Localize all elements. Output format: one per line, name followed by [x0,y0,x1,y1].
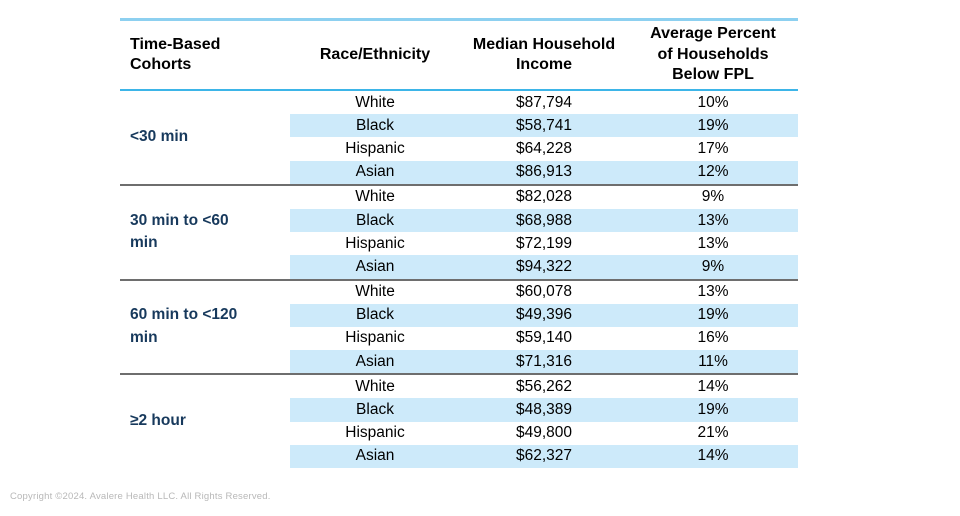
table-row: Black $48,389 19% [290,398,798,422]
cohort-group: 60 min to <120 min White $60,078 13% Black $4… [120,278,798,374]
cohort-label: ≥2 hour [130,412,186,430]
race-cell: Black [356,401,394,419]
table-row: Black $49,396 19% [290,303,798,327]
fpl-cell: 19% [697,306,729,324]
table-row: White $56,262 14% [290,375,798,398]
race-cell: Asian [355,352,395,370]
race-cell: Hispanic [345,329,405,347]
table-row: Asian $62,327 14% [290,444,798,468]
income-cell: $49,800 [515,424,573,442]
race-cell: Asian [355,447,395,465]
cohort-label: 30 min to <60 min [130,211,229,252]
fpl-cell: 11% [698,352,728,370]
table-row: Hispanic $59,140 16% [290,327,798,350]
race-cell: Black [356,116,394,134]
cohort-rows: White $82,028 9% Black $68,988 13% Hispanic $72… [290,186,798,279]
cohort-label: 60 min to <120 min [130,306,238,346]
header-label-race-ethnicity: Race/Ethnicity [319,45,431,63]
income-cell: $62,327 [515,447,573,465]
income-cell: $86,913 [515,163,573,181]
income-cell: $58,741 [515,116,573,134]
fpl-cell: 19% [697,116,729,134]
race-cell: White [355,188,395,206]
income-cell: $56,262 [515,377,573,395]
income-cell: $59,140 [515,329,573,347]
race-cell: Hispanic [345,424,405,442]
header-cell-time-cohorts: Time-Based Cohorts [120,35,290,76]
fpl-cell: 12% [697,163,729,181]
table-row: Hispanic $49,800 21% [290,422,798,445]
table-top-rule [120,18,798,21]
header-label-median-income: Median Household Income [472,35,616,73]
fpl-cell: 13% [697,283,729,301]
cohort-label-cell: 30 min to <60 min [120,186,290,279]
cohort-group: <30 min White $87,794 10% Black $58,741 19% His… [120,91,798,184]
copyright-text: Copyright ©2024. Avalere Health LLC. All… [10,491,271,502]
table-row: White $60,078 13% [290,281,798,304]
income-cell: $49,396 [515,306,573,324]
table-row: Asian $94,322 9% [290,255,798,279]
race-cell: Black [356,306,394,324]
cohort-label-cell: <30 min [120,91,290,184]
fpl-cell: 9% [701,188,725,206]
fpl-cell: 13% [697,211,729,229]
table-row: Black $68,988 13% [290,208,798,233]
income-cell: $64,228 [515,139,573,157]
race-cell: Hispanic [345,234,405,252]
race-cell: Hispanic [345,139,405,157]
fpl-cell: 16% [697,329,729,347]
table-row: Asian $71,316 11% [290,350,798,374]
income-cell: $82,028 [515,188,573,206]
cohort-rows: White $87,794 10% Black $58,741 19% Hispanic $6… [290,91,798,184]
header-label-time-cohorts: Time-Based Cohorts [130,35,221,73]
cohort-label-cell: 60 min to <120 min [120,281,290,374]
fpl-cell: 19% [697,401,729,419]
fpl-cell: 10% [697,93,729,111]
fpl-cell: 13% [697,234,729,252]
header-cell-median-income: Median Household Income [460,35,628,76]
income-cell: $48,389 [515,401,573,419]
fpl-cell: 14% [697,377,729,395]
table-header-row: Time-Based Cohorts Race/Ethnicity Median… [120,21,798,91]
income-cell: $60,078 [515,283,573,301]
cohort-label-cell: ≥2 hour [120,375,290,468]
cohort-group: ≥2 hour White $56,262 14% Black $48,389 19% His… [120,373,798,468]
income-cell: $87,794 [515,93,573,111]
income-cell: $94,322 [515,257,573,275]
fpl-cell: 21% [697,424,729,442]
fpl-cell: 14% [697,447,729,465]
fpl-cell: 17% [697,139,729,157]
data-table: Time-Based Cohorts Race/Ethnicity Median… [120,18,798,468]
table-row: Hispanic $72,199 13% [290,232,798,255]
race-cell: White [355,283,395,301]
cohort-rows: White $56,262 14% Black $48,389 19% Hispanic $4… [290,375,798,468]
table-row: White $87,794 10% [290,91,798,114]
header-cell-race-ethnicity: Race/Ethnicity [290,45,460,65]
race-cell: White [355,377,395,395]
income-cell: $71,316 [515,352,573,370]
race-cell: Black [356,211,394,229]
income-cell: $68,988 [515,211,573,229]
header-cell-pct-below-fpl: Average Percent of Households Below FPL [628,24,798,85]
table-row: Asian $86,913 12% [290,160,798,184]
table-row: Black $58,741 19% [290,114,798,138]
race-cell: Asian [355,163,395,181]
cohort-label: <30 min [130,128,189,146]
race-cell: Asian [355,257,395,275]
table-row: Hispanic $64,228 17% [290,137,798,160]
table-row: White $82,028 9% [290,186,798,209]
cohort-group: 30 min to <60 min White $82,028 9% Black $68,… [120,183,798,279]
table-body: <30 min White $87,794 10% Black $58,741 19% His… [120,91,798,468]
income-cell: $72,199 [515,234,573,252]
cohort-rows: White $60,078 13% Black $49,396 19% Hispanic $5… [290,281,798,374]
race-cell: White [355,93,395,111]
header-label-pct-below-fpl: Average Percent of Households Below FPL [650,25,776,84]
fpl-cell: 9% [701,257,725,275]
